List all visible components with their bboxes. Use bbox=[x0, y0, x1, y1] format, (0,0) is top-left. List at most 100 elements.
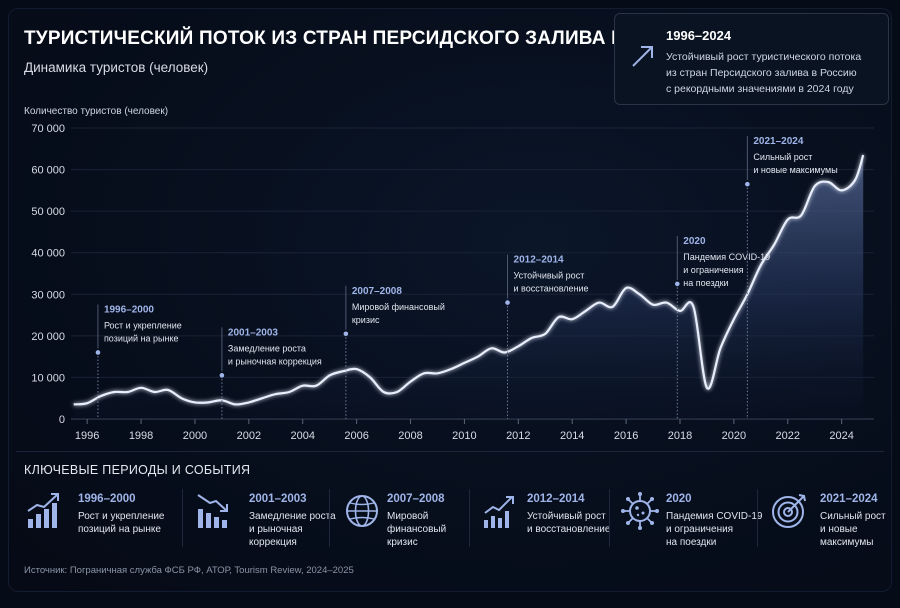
x-tick-label: 2018 bbox=[668, 430, 692, 442]
y-tick-label: 50 000 bbox=[31, 206, 65, 218]
period-desc-line: и рыночная bbox=[249, 524, 303, 535]
tourism-area-chart: Количество туристов (человек) 0 10 000 20 0… bbox=[24, 106, 874, 442]
source-note: Источник: Пограничная служба ФСБ РФ, АТО… bbox=[24, 565, 354, 576]
annotation-text: позиций на рынке bbox=[104, 333, 179, 343]
period-card-2001-2003: 2001–2003 Замедление роста и рыночная ко… bbox=[194, 483, 336, 557]
period-desc-line: коррекция bbox=[249, 537, 297, 548]
target-icon bbox=[772, 494, 806, 528]
period-desc-line: Рост и укрепление bbox=[78, 511, 165, 522]
period-years: 2021–2024 bbox=[820, 493, 878, 505]
x-tick-label: 1996 bbox=[75, 430, 99, 442]
y-tick-label: 70 000 bbox=[31, 123, 65, 135]
y-tick-label: 60 000 bbox=[31, 165, 65, 177]
period-years: 2020 bbox=[666, 493, 692, 505]
annotation-title: 2007–2008 bbox=[352, 286, 402, 297]
y-tick-label: 30 000 bbox=[31, 289, 65, 301]
x-tick-label: 2010 bbox=[452, 430, 476, 442]
period-desc-line: Замедление роста bbox=[249, 511, 336, 522]
virus-icon bbox=[621, 492, 659, 530]
period-card-2021-2024: 2021–2024 Сильный рост и новые максимумы bbox=[768, 483, 900, 557]
period-desc-line: и ограничения bbox=[666, 524, 734, 535]
period-desc-line: на поездки bbox=[666, 537, 717, 548]
callout-line-3: с рекордными значениями в 2024 году bbox=[666, 83, 854, 95]
period-desc-line: и новые bbox=[820, 524, 858, 535]
y-tick-label: 20 000 bbox=[31, 331, 65, 343]
x-tick-label: 2008 bbox=[398, 430, 422, 442]
x-tick-label: 2000 bbox=[183, 430, 207, 442]
x-tick-label: 2006 bbox=[344, 430, 368, 442]
annotation-title: 2001–2003 bbox=[228, 327, 278, 338]
annotation-title: 2020 bbox=[683, 236, 706, 247]
card-divider bbox=[182, 489, 183, 547]
card-divider bbox=[469, 489, 470, 547]
series-area bbox=[73, 155, 864, 419]
y-tick-label: 10 000 bbox=[31, 372, 65, 384]
x-tick-label: 1998 bbox=[129, 430, 153, 442]
annotation-dot bbox=[219, 373, 225, 378]
annotation-text: и восстановление bbox=[514, 284, 589, 294]
annotation-dot bbox=[95, 350, 101, 355]
annotation-dot bbox=[343, 331, 349, 337]
annotation-dot bbox=[674, 281, 680, 287]
annotation-title: 2021–2024 bbox=[753, 136, 803, 147]
bar-recovery-icon bbox=[484, 496, 514, 528]
period-desc-line: позиций на рынке bbox=[78, 524, 161, 535]
period-card-2007-2008: 2007–2008 Мировой финансовый кризис bbox=[342, 483, 477, 557]
period-desc-line: Мировой bbox=[387, 511, 429, 522]
key-periods-panel: 1996–2000 Рост и укрепление позиций на р… bbox=[24, 483, 886, 557]
period-years: 2001–2003 bbox=[249, 493, 307, 505]
infographic: ТУРИСТИЧЕСКИЙ ПОТОК ИЗ СТРАН ПЕРСИДСКОГО… bbox=[8, 8, 892, 592]
bar-growth-icon bbox=[27, 493, 59, 528]
period-desc-line: максимумы bbox=[820, 537, 874, 548]
period-desc-line: финансовый bbox=[387, 524, 447, 535]
annotation-dot bbox=[505, 300, 510, 305]
trend-arrow-icon bbox=[632, 46, 653, 67]
annotation-text: Устойчивый рост bbox=[514, 271, 585, 281]
x-tick-label: 2024 bbox=[829, 430, 853, 442]
callout-title: 1996–2024 bbox=[666, 28, 732, 43]
globe-icon bbox=[346, 495, 378, 527]
period-desc-line: Пандемия COVID-19 bbox=[666, 511, 763, 522]
annotation-text: и ограничения bbox=[683, 265, 744, 275]
annotation-text: и рыночная коррекция bbox=[228, 356, 322, 366]
annotation-title: 1996–2000 bbox=[104, 304, 154, 315]
period-years: 2007–2008 bbox=[387, 493, 445, 505]
x-tick-label: 2012 bbox=[506, 430, 530, 442]
period-desc-line: кризис bbox=[387, 537, 418, 548]
period-card-1996-2000: 1996–2000 Рост и укрепление позиций на р… bbox=[24, 483, 165, 557]
y-axis-label: Количество туристов (человек) bbox=[24, 106, 168, 117]
annotation-text: Рост и укрепление bbox=[104, 320, 182, 330]
summary-callout: 1996–2024 Устойчивый рост туристического… bbox=[614, 13, 889, 105]
annotation-text: Сильный рост bbox=[753, 152, 812, 162]
page-title: ТУРИСТИЧЕСКИЙ ПОТОК ИЗ СТРАН ПЕРСИДСКОГО… bbox=[24, 28, 720, 49]
x-tick-label: 2014 bbox=[560, 430, 584, 442]
x-tick-label: 2020 bbox=[722, 430, 746, 442]
annotation-title: 2012–2014 bbox=[514, 255, 564, 266]
card-divider bbox=[757, 489, 758, 547]
callout-line-1: Устойчивый рост туристического потока bbox=[666, 51, 862, 63]
annotation-text: кризис bbox=[352, 315, 380, 325]
annotation-text: Пандемия COVID-19 bbox=[683, 252, 770, 262]
period-years: 2012–2014 bbox=[527, 493, 585, 505]
period-card-2020: 2020 Пандемия COVID-19 и ограничения на … bbox=[620, 483, 762, 557]
period-desc-line: Устойчивый рост bbox=[527, 511, 606, 522]
y-tick-label: 0 bbox=[59, 414, 65, 426]
key-periods-heading: КЛЮЧЕВЫЕ ПЕРИОДЫ И СОБЫТИЯ bbox=[24, 463, 251, 477]
annotation-text: и новые максимумы bbox=[753, 165, 837, 175]
period-card-2012-2014: 2012–2014 Устойчивый рост и восстановлен… bbox=[482, 483, 617, 557]
annotation-dot bbox=[745, 181, 750, 187]
y-tick-label: 40 000 bbox=[31, 248, 65, 260]
annotation-text: Замедление роста bbox=[228, 343, 306, 353]
x-tick-label: 2002 bbox=[237, 430, 261, 442]
section-divider bbox=[16, 451, 884, 452]
series-line bbox=[73, 154, 865, 406]
callout-line-2: из стран Персидского залива в Россию bbox=[666, 67, 857, 79]
page-subtitle: Динамика туристов (человек) bbox=[24, 60, 209, 75]
x-tick-label: 2004 bbox=[290, 430, 314, 442]
x-tick-label: 2022 bbox=[776, 430, 800, 442]
period-years: 1996–2000 bbox=[78, 493, 136, 505]
annotation-text: на поездки bbox=[683, 278, 728, 288]
card-divider bbox=[609, 489, 610, 547]
annotation-text: Мировой финансовый bbox=[352, 302, 445, 312]
period-desc-line: и восстановление bbox=[527, 524, 611, 535]
